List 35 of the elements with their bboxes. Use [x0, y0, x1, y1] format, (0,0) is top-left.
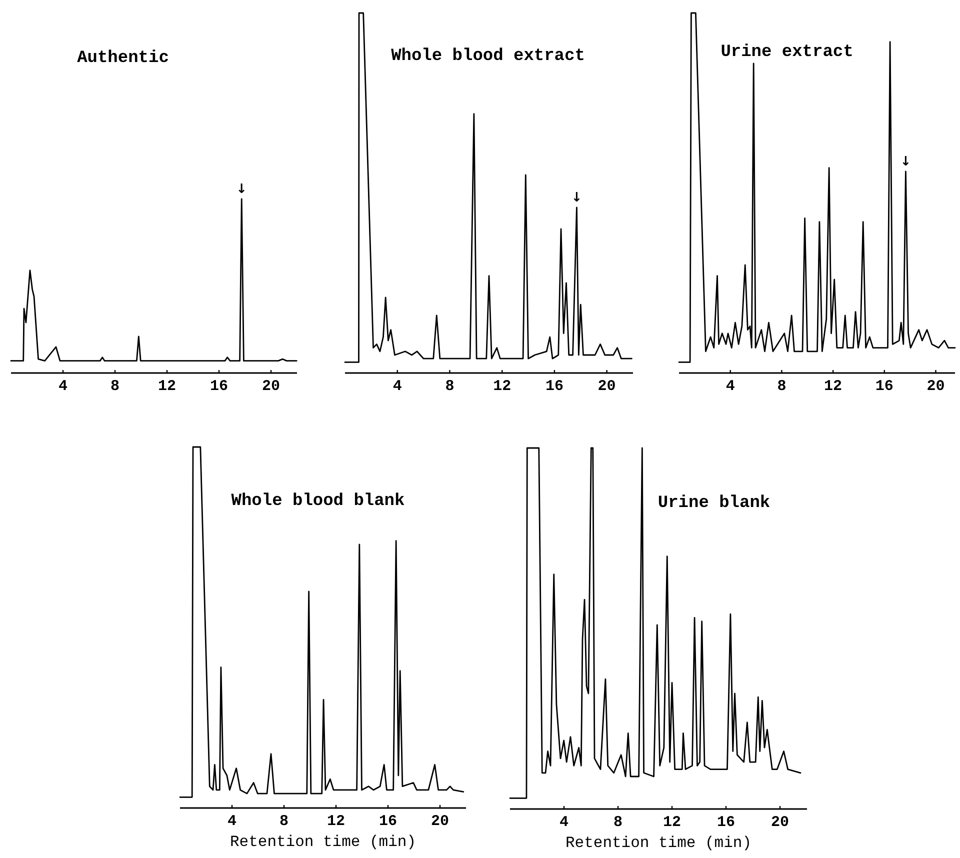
x-tick-label: 8 [445, 378, 454, 395]
x-tick-label: 12 [824, 378, 842, 395]
x-tick-label: 16 [875, 378, 894, 395]
x-tick-label: 16 [545, 378, 564, 395]
x-tick-label: 8 [613, 814, 623, 831]
x-tick-label: 8 [279, 813, 289, 830]
x-tick-label: 20 [770, 814, 790, 831]
annotation: ↓ [900, 154, 912, 170]
x-tick-label: 4 [227, 813, 237, 830]
x-tick-label: 16 [716, 814, 736, 831]
text: Urine extract [720, 43, 854, 62]
text: Whole blood blank [231, 492, 405, 511]
text: Urine blank [658, 494, 770, 513]
x-tick-label: 12 [493, 378, 512, 395]
x-tick-label: 16 [378, 813, 398, 830]
x-tick-label: 12 [662, 814, 682, 831]
x-tick-label: 12 [326, 813, 346, 830]
x-tick-label: 20 [430, 813, 450, 830]
x-tick-label: 8 [777, 378, 786, 395]
x-tick-label: 4 [726, 378, 735, 395]
x-tick-label: 4 [392, 378, 402, 395]
x-tick-label: 16 [210, 378, 228, 395]
annotation: ↓ [236, 182, 248, 197]
x-axis-title: Retention time (min) [565, 834, 752, 852]
x-tick-label: 20 [598, 378, 616, 395]
x-tick-label: 20 [262, 378, 280, 395]
x-tick-label: 4 [58, 378, 68, 395]
x-axis-title: Retention time (min) [230, 833, 416, 851]
chart-title: Authentic [77, 49, 169, 68]
annotation: ↓ [571, 190, 582, 206]
x-tick-label: 4 [559, 814, 569, 831]
text: Whole blood extract [391, 47, 585, 66]
x-tick-label: 8 [110, 378, 120, 395]
x-tick-label: 20 [926, 378, 945, 395]
x-tick-label: 12 [158, 378, 176, 395]
